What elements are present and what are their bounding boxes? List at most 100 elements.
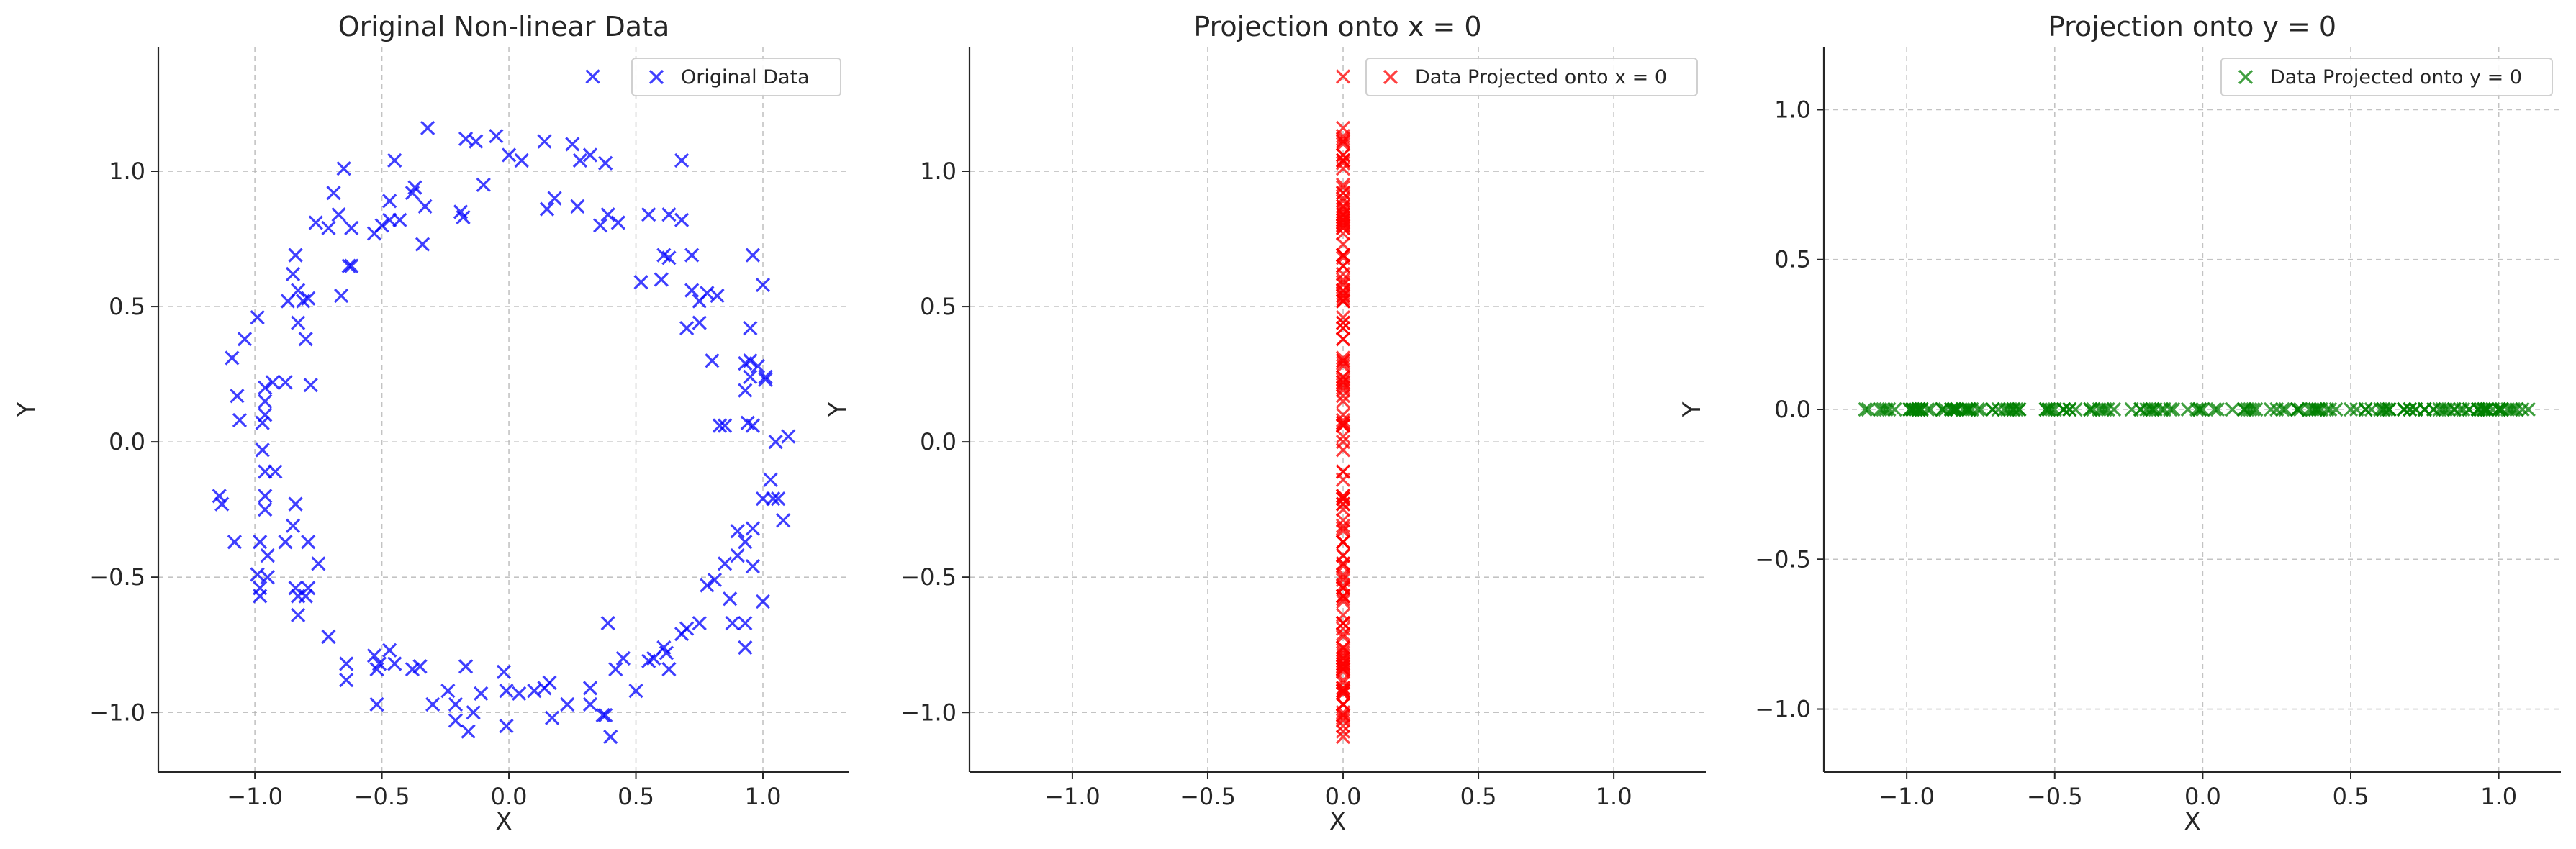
data-point	[344, 220, 359, 236]
data-point	[2148, 401, 2163, 417]
subplot-1: −1.0 −0.5 0.0 0.5 1.0 −1.0 −0.5 0.0 0.5 1.0 Origin…	[12, 11, 849, 836]
data-point	[308, 215, 323, 230]
data-point	[2364, 401, 2379, 417]
data-point	[326, 185, 341, 201]
data-point	[1335, 194, 1351, 209]
data-point	[2290, 401, 2305, 417]
data-point	[743, 353, 758, 368]
data-point	[755, 277, 771, 293]
data-point	[1335, 650, 1351, 666]
data-point	[1335, 355, 1351, 371]
data-point	[341, 258, 356, 273]
legend-label: Data Projected onto x = 0	[1415, 66, 1667, 88]
data-point	[232, 412, 248, 428]
data-point	[1335, 524, 1351, 539]
legend: Original Data	[631, 58, 841, 96]
data-point	[738, 640, 753, 655]
data-point	[301, 535, 316, 550]
data-point	[641, 207, 656, 222]
data-point	[610, 215, 625, 230]
x-axis-label: X	[1329, 807, 1346, 836]
data-point	[1902, 401, 1917, 417]
data-point	[425, 696, 440, 712]
data-point	[2092, 401, 2107, 417]
data-point	[466, 705, 481, 720]
data-point	[420, 120, 435, 135]
chart-title: Projection onto x = 0	[1193, 11, 1481, 42]
data-point	[592, 218, 608, 233]
data-point	[768, 435, 783, 450]
data-point	[743, 321, 758, 336]
data-point	[392, 212, 407, 227]
data-point	[2192, 401, 2207, 417]
data-points	[212, 69, 796, 745]
data-point	[301, 581, 316, 596]
data-point	[2210, 401, 2225, 417]
data-point	[730, 524, 745, 539]
y-tick-label: 0.5	[920, 293, 957, 320]
data-point	[499, 718, 514, 734]
data-point	[1335, 332, 1351, 347]
data-point	[1949, 401, 1965, 417]
data-point	[255, 415, 270, 430]
y-tick-label: 0.5	[109, 293, 145, 320]
data-point	[1335, 237, 1351, 252]
data-point	[333, 288, 349, 304]
legend-marker	[2238, 69, 2254, 85]
data-point	[1335, 315, 1351, 330]
x-tick-label: 1.0	[1596, 783, 1632, 810]
data-point	[237, 332, 253, 347]
data-point	[2343, 401, 2359, 417]
data-point	[582, 681, 598, 696]
data-point	[412, 659, 428, 674]
data-point	[2056, 401, 2071, 417]
y-tick-label: −0.5	[89, 563, 145, 591]
y-axis-label: Y	[12, 401, 41, 417]
data-point	[572, 153, 588, 168]
data-point	[684, 283, 700, 298]
data-point	[2506, 401, 2521, 417]
data-point	[387, 153, 402, 168]
data-point	[603, 729, 618, 745]
data-point	[440, 684, 456, 699]
data-point	[2275, 401, 2290, 417]
data-point	[2494, 401, 2509, 417]
data-point	[2382, 401, 2397, 417]
data-point	[700, 578, 715, 593]
y-tick-label: −1.0	[1755, 696, 1811, 723]
data-point	[1335, 578, 1351, 593]
data-point	[331, 207, 346, 222]
data-point	[2094, 401, 2110, 417]
data-point	[1335, 429, 1351, 444]
data-point	[1335, 218, 1351, 233]
chart-title: Original Non-linear Data	[338, 11, 670, 42]
data-point	[2308, 401, 2323, 417]
data-point	[755, 594, 771, 609]
data-point	[298, 332, 313, 347]
legend-frame	[1365, 58, 1698, 96]
data-point	[1335, 645, 1351, 660]
data-point	[1961, 401, 1976, 417]
data-point	[1335, 681, 1351, 696]
data-point	[1335, 435, 1351, 450]
data-point	[288, 248, 303, 263]
data-point	[2044, 401, 2059, 417]
data-point	[1335, 621, 1351, 636]
data-point	[374, 218, 389, 233]
data-point	[2263, 401, 2279, 417]
x-tick-label: −0.5	[2027, 783, 2083, 810]
data-point	[448, 696, 464, 712]
data-point	[1335, 212, 1351, 227]
data-point	[1858, 401, 1873, 417]
data-point	[1914, 401, 1929, 417]
data-point	[344, 258, 359, 273]
x-tick-label: 0.5	[618, 783, 654, 810]
data-point	[512, 686, 527, 702]
legend-frame	[2220, 58, 2553, 96]
data-point	[1335, 627, 1351, 642]
data-point	[1335, 591, 1351, 607]
y-tick-label: 1.0	[1774, 96, 1811, 123]
legend-label: Original Data	[681, 66, 810, 88]
data-point	[684, 248, 700, 263]
data-point	[758, 372, 773, 387]
